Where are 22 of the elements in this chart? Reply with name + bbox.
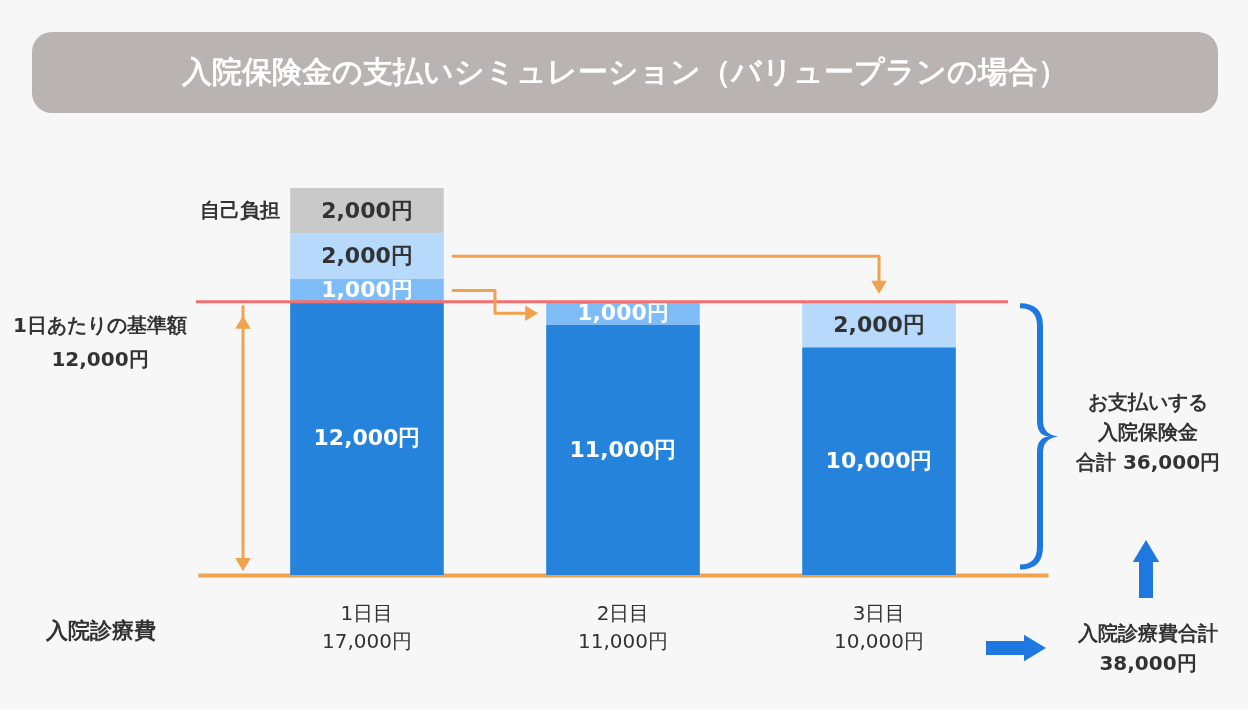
- data-label: 1,000円: [577, 300, 669, 326]
- data-label: 2,000円: [321, 197, 413, 223]
- bar: [802, 347, 956, 575]
- x-tick-label: 3日目 10,000円: [834, 600, 925, 653]
- data-label: 12,000円: [313, 425, 421, 451]
- x-axis-title: 入院診療費: [44, 617, 156, 643]
- text: 合計 36,000円: [1074, 449, 1222, 477]
- bar: [546, 324, 700, 575]
- data-label: 2,000円: [833, 311, 925, 337]
- data-label: 1,000円: [321, 277, 413, 303]
- bar: [290, 301, 444, 575]
- x-tick-label: 1日目 17,000円: [321, 600, 412, 653]
- x-tick-label: 2日目 11,000円: [578, 600, 668, 653]
- data-label: 11,000円: [569, 436, 677, 462]
- ref-line-label: 1日あたりの基準額12,000円: [13, 312, 187, 371]
- data-label: 10,000円: [825, 448, 933, 474]
- chart-title: 入院保険金の支払いシミュレーション（バリュープランの場合）: [32, 32, 1218, 113]
- text: 入院保険金: [1097, 419, 1199, 447]
- data-label: 2,000円: [321, 243, 413, 269]
- text: 入院診療費合計38,000円: [1077, 620, 1219, 677]
- text: お支払いする: [1087, 389, 1209, 417]
- series-label: 自己負担: [200, 197, 281, 222]
